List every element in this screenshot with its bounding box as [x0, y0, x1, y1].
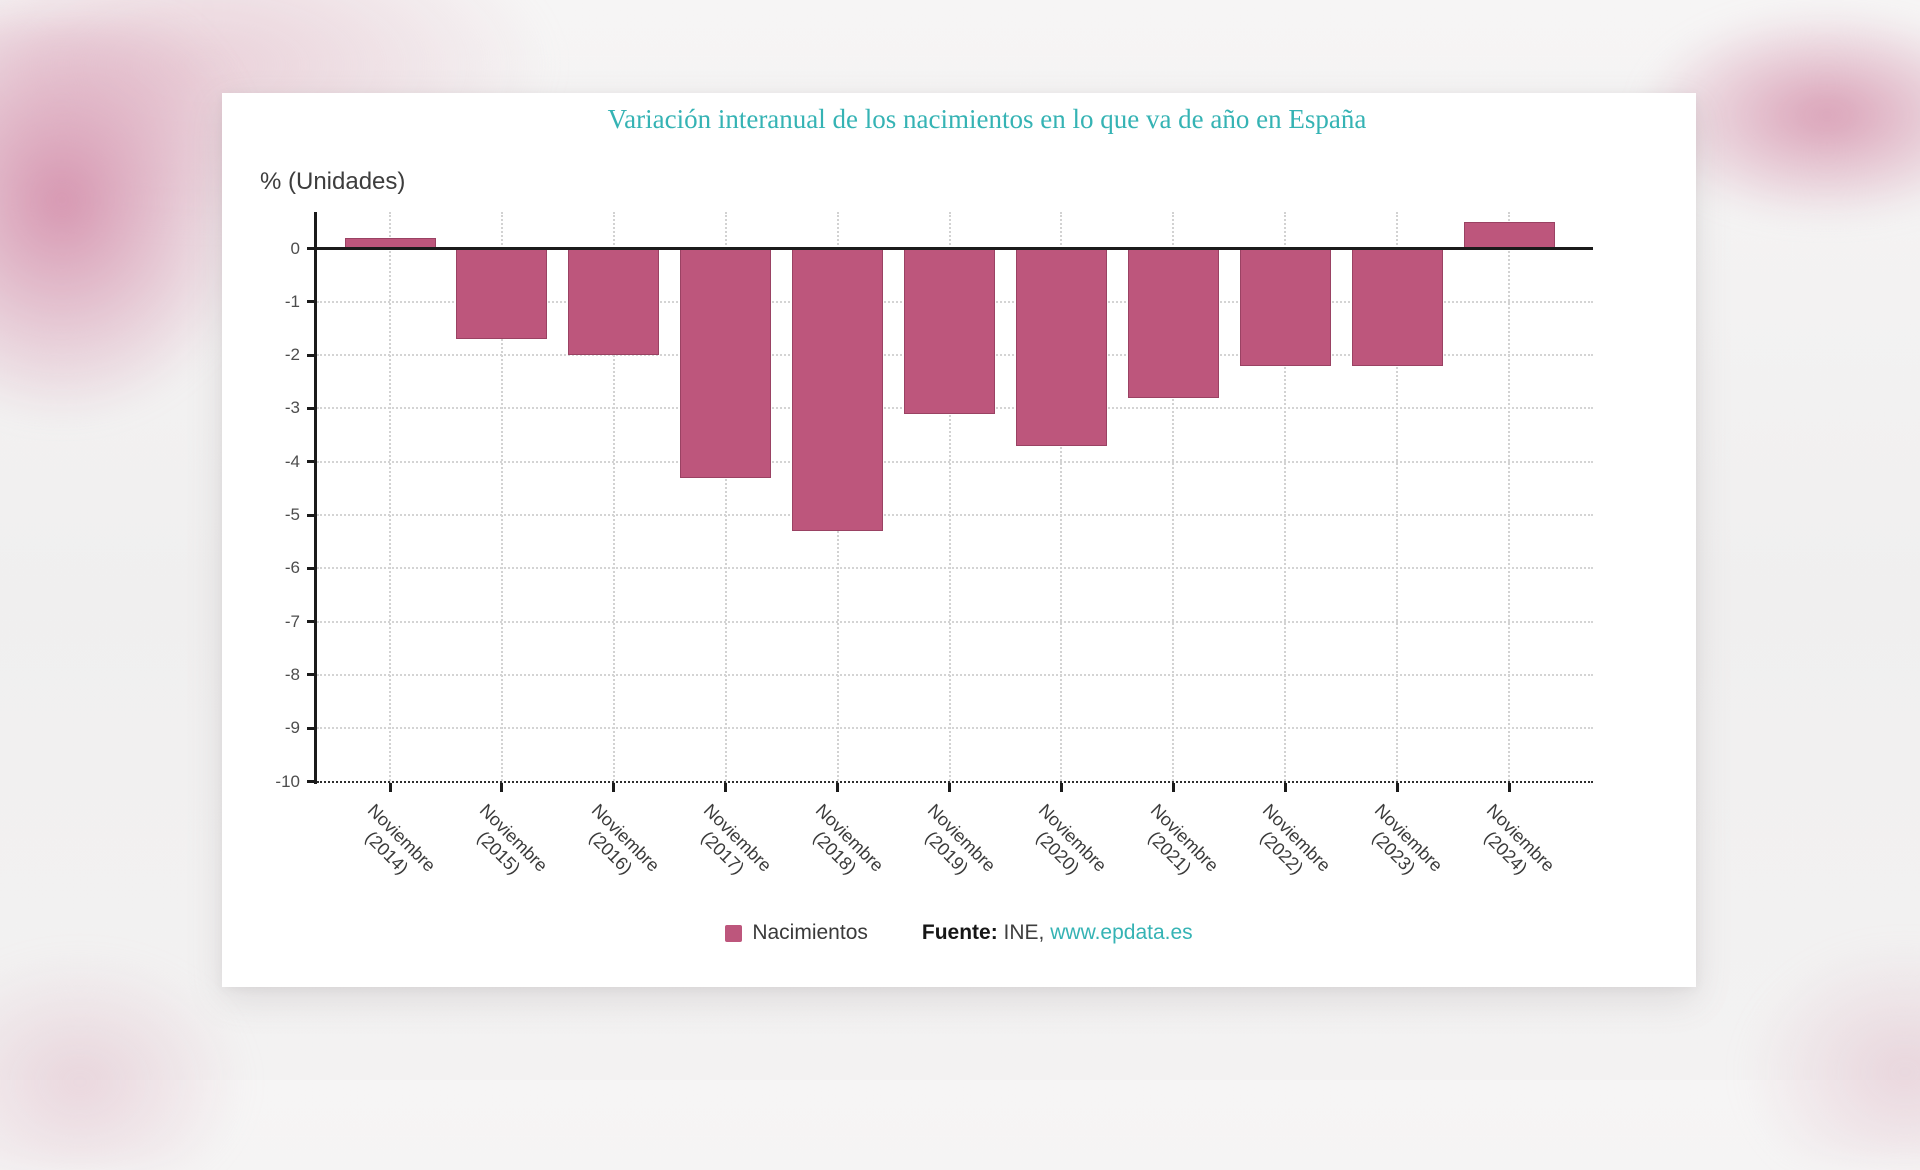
- gridline-vertical: [1284, 212, 1287, 784]
- gridline-vertical: [500, 212, 503, 784]
- y-axis-tick-label: -10: [275, 771, 300, 791]
- x-axis-tick: [612, 783, 616, 792]
- legend-label: Nacimientos: [752, 921, 868, 944]
- chart-footer: Nacimientos Fuente: INE, www.epdata.es: [222, 921, 1696, 945]
- y-axis-tick-label: -2: [284, 345, 300, 365]
- x-axis-tick: [500, 783, 504, 792]
- x-axis-tick: [1395, 783, 1399, 792]
- background-blob: [0, 950, 250, 1170]
- y-axis-tick: [307, 460, 317, 464]
- source-prefix: Fuente:: [921, 921, 998, 944]
- y-axis-tick-label: -9: [284, 718, 300, 738]
- source-note: Fuente: INE, www.epdata.es: [922, 921, 1193, 945]
- gridline-vertical: [1508, 212, 1510, 784]
- background-blob: [1740, 940, 1920, 1160]
- y-axis-tick: [307, 673, 317, 677]
- bar-2017: [680, 248, 772, 478]
- x-axis-tick: [724, 783, 728, 792]
- y-axis-title: % (Unidades): [260, 168, 406, 195]
- chart-title: Variación interanual de los nacimientos …: [607, 104, 1367, 134]
- bar-2021: [1127, 248, 1219, 398]
- chart-card: [222, 93, 1696, 987]
- x-axis-tick: [388, 783, 392, 792]
- x-axis-tick: [1507, 783, 1511, 792]
- bar-2022: [1239, 248, 1331, 366]
- y-axis-tick: [307, 406, 317, 410]
- gridline-horizontal: [317, 514, 1593, 516]
- x-axis-tick: [1283, 783, 1287, 792]
- legend-item-nacimientos: Nacimientos: [725, 921, 868, 945]
- bar-2020: [1015, 248, 1107, 446]
- y-axis-line: [314, 212, 317, 784]
- bar-2019: [904, 248, 995, 414]
- gridline-horizontal: [317, 620, 1593, 623]
- bar-2018: [792, 248, 884, 531]
- y-axis-tick-label: -1: [284, 291, 300, 311]
- gridline-vertical: [724, 212, 727, 784]
- y-axis-tick: [307, 780, 317, 783]
- gridline-vertical: [948, 212, 951, 784]
- gridline-vertical: [1172, 212, 1175, 784]
- y-axis-tick-label: -6: [284, 558, 300, 578]
- source-link[interactable]: www.epdata.es: [1050, 921, 1193, 944]
- gridline-horizontal: [317, 460, 1593, 463]
- x-axis-tick: [1171, 783, 1175, 792]
- gridline-vertical: [1396, 212, 1399, 784]
- y-axis-tick: [307, 726, 317, 730]
- x-axis-line: [317, 780, 1593, 783]
- y-axis-tick: [307, 247, 317, 250]
- y-axis-tick-label: 0: [290, 238, 300, 258]
- bar-2024: [1463, 221, 1555, 249]
- legend-swatch-nacimientos: [725, 924, 743, 942]
- source-org: INE,: [1003, 921, 1045, 944]
- y-axis-tick-label: -4: [284, 451, 300, 471]
- y-axis-tick-label: -3: [284, 398, 300, 418]
- x-axis-tick: [1059, 783, 1063, 792]
- bar-2023: [1351, 248, 1443, 366]
- gridline-horizontal: [317, 567, 1593, 570]
- y-axis-tick-label: -8: [284, 664, 300, 684]
- y-axis-tick-label: -5: [284, 505, 300, 524]
- y-axis-tick: [307, 620, 317, 624]
- gridline-vertical: [1060, 212, 1063, 784]
- y-axis-tick: [307, 353, 317, 357]
- x-axis-tick: [948, 783, 951, 792]
- bar-2016: [568, 248, 660, 356]
- y-axis-tick: [307, 513, 317, 517]
- gridline-horizontal: [317, 727, 1593, 730]
- background-blob: [0, 20, 260, 420]
- zero-axis-line: [317, 247, 1593, 250]
- gridline-vertical: [612, 212, 615, 784]
- x-axis-tick: [836, 783, 840, 792]
- gridline-vertical: [389, 212, 391, 784]
- y-axis-tick: [307, 300, 317, 304]
- bar-2015: [456, 248, 548, 340]
- y-axis-tick-label: -7: [284, 611, 300, 631]
- y-axis-tick: [307, 566, 317, 570]
- gridline-horizontal: [317, 673, 1593, 676]
